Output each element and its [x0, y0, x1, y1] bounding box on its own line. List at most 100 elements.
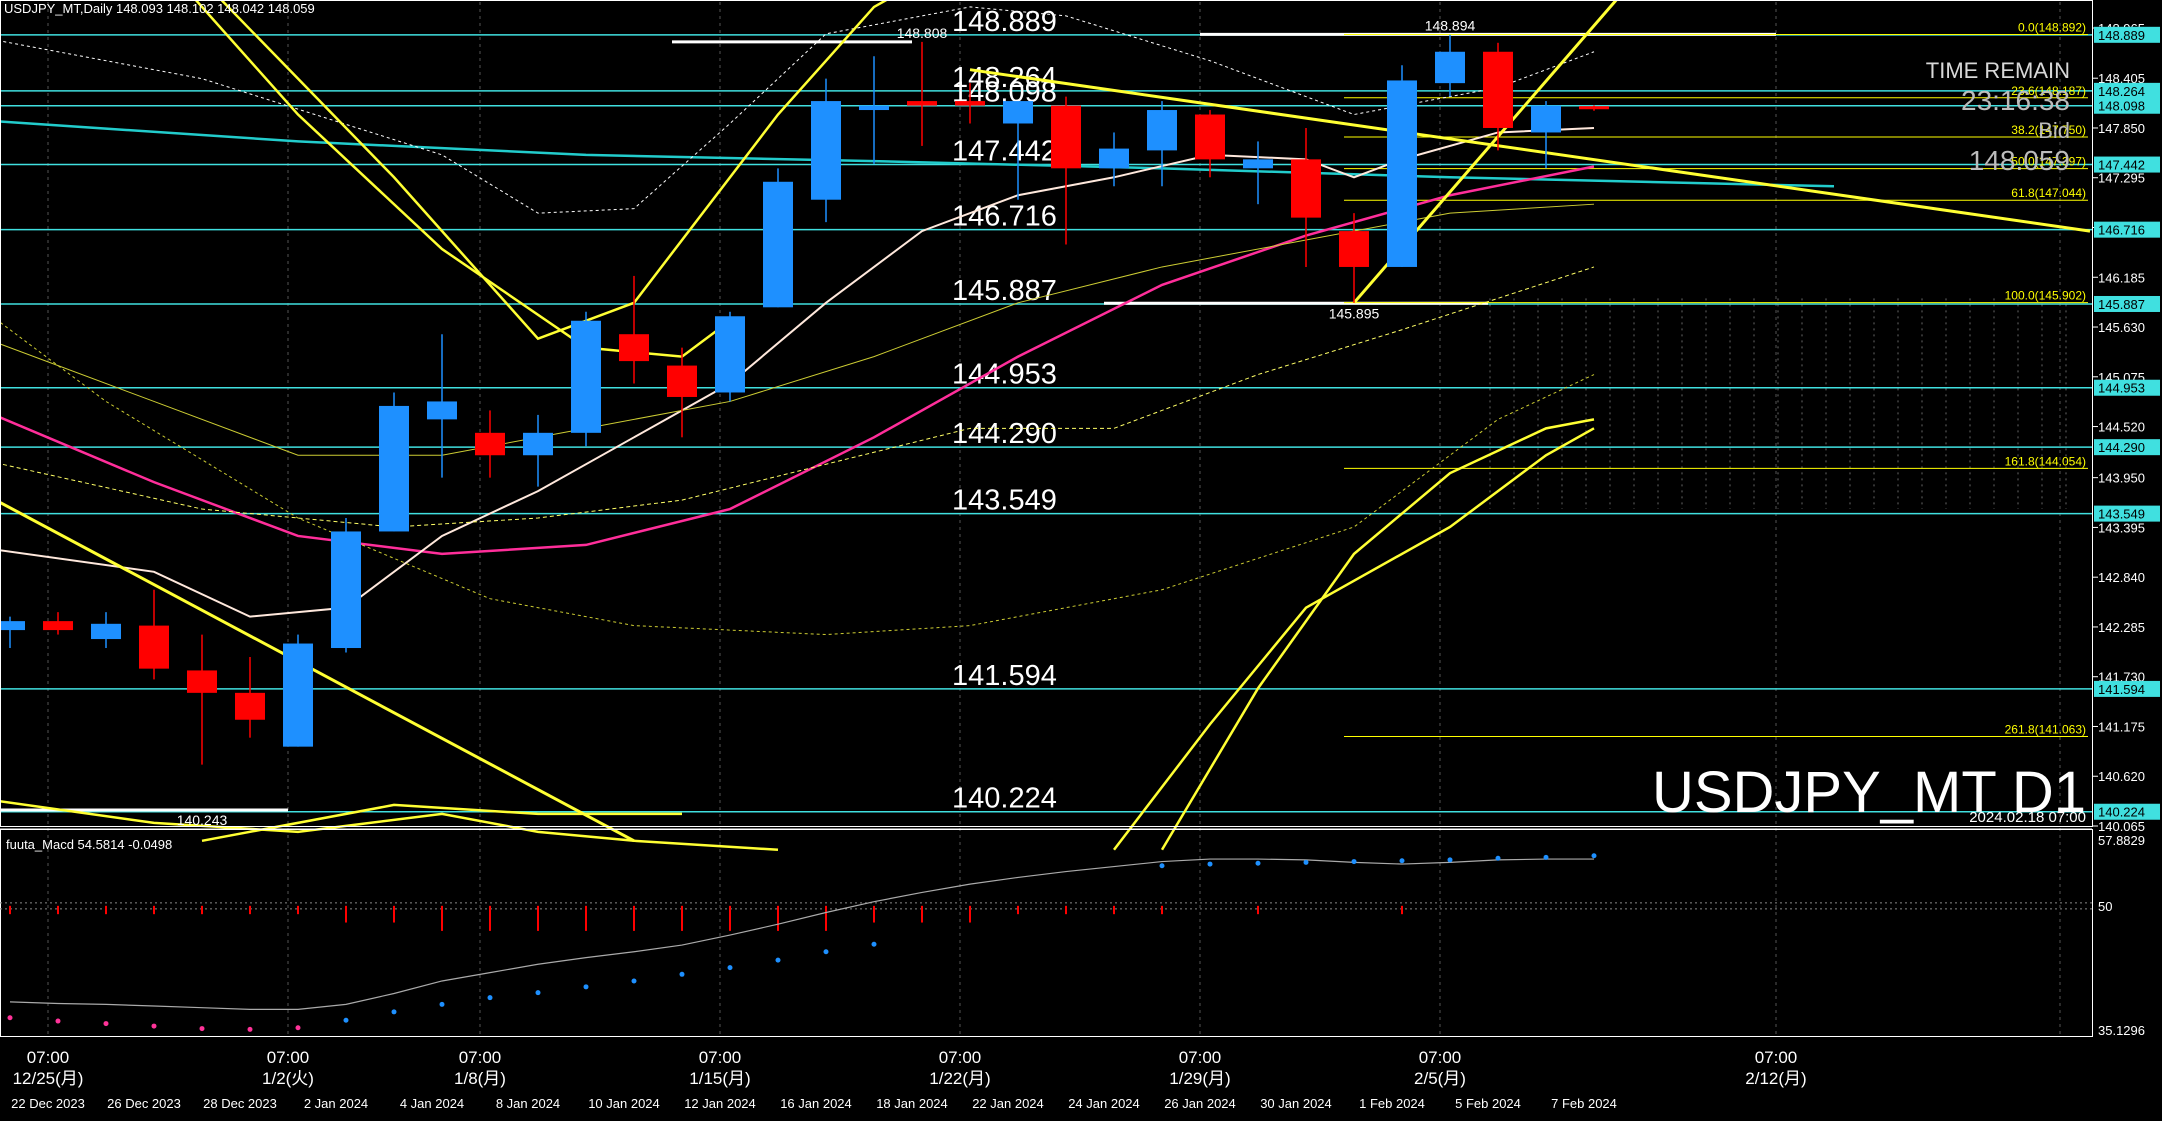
- candle-down: [1291, 159, 1321, 218]
- macd-dot: [631, 978, 637, 984]
- macd-dot: [7, 1015, 13, 1021]
- envelope-lower2: [201, 803, 682, 843]
- date-axis-label: 22 Jan 2024: [972, 1096, 1044, 1111]
- price-level-tag-label: 144.290: [2098, 440, 2145, 455]
- price-tick-label: 147.850: [2098, 121, 2145, 136]
- macd-dot: [679, 971, 685, 977]
- date-label: 2/12(月): [1745, 1069, 1806, 1088]
- date-axis-label: 30 Jan 2024: [1260, 1096, 1332, 1111]
- price-tick-label: 142.285: [2098, 620, 2145, 635]
- ma-white-line: [0, 126, 1595, 618]
- candle-up: [283, 643, 313, 747]
- date-axis-label: 18 Jan 2024: [876, 1096, 948, 1111]
- fib-label: 50.0(147.397): [2011, 155, 2086, 169]
- candle-up: [331, 531, 361, 649]
- candle-down: [619, 334, 649, 362]
- candle-down: [1483, 51, 1513, 128]
- candle-up: [859, 105, 889, 111]
- candle-down: [955, 101, 985, 106]
- date-axis-label: 5 Feb 2024: [1455, 1096, 1521, 1111]
- price-level-tag-label: 146.716: [2098, 223, 2145, 238]
- price-annotation: 148.894: [1425, 17, 1476, 33]
- price-level-tag: [2094, 156, 2160, 173]
- candle-down: [187, 670, 217, 693]
- candle-up: [715, 316, 745, 393]
- candle-up: [0, 621, 25, 631]
- macd-pane: 57.8829 50 35.1296: [0, 833, 2145, 1038]
- price-level-tag: [2094, 680, 2160, 697]
- price-tick-label: 144.520: [2098, 420, 2145, 435]
- price-level-tag-label: 141.594: [2098, 682, 2145, 697]
- price-axis: 148.965148.405147.850147.295146.740146.1…: [2092, 21, 2160, 834]
- date-label: 1/29(月): [1169, 1069, 1230, 1088]
- macd-dot: [199, 1026, 205, 1032]
- candle-down: [139, 625, 169, 669]
- price-tick-label: 142.840: [2098, 570, 2145, 585]
- price-level-tag: [2094, 505, 2160, 522]
- macd-label: fuuta_Macd 54.5814 -0.0498: [6, 837, 172, 852]
- symbol-watermark: USDJPY_MT D1: [1652, 760, 2086, 825]
- macd-dot: [1351, 859, 1357, 865]
- price-level-tag-label: 148.889: [2098, 28, 2145, 43]
- date-axis-label: 16 Jan 2024: [780, 1096, 852, 1111]
- candle-up: [1531, 105, 1561, 133]
- candle-down: [475, 432, 505, 456]
- time-label: 07:00: [27, 1048, 70, 1067]
- macd-dot: [775, 957, 781, 963]
- macd-dot: [55, 1018, 61, 1024]
- date-label: 2/5(月): [1414, 1069, 1466, 1088]
- macd-dot: [1303, 859, 1309, 865]
- level-label: 140.224: [952, 783, 1057, 815]
- candle-down: [1579, 106, 1609, 110]
- fib-label: 100.0(145.902): [2005, 289, 2086, 303]
- macd-dot: [1591, 853, 1597, 859]
- date-axis-label: 26 Jan 2024: [1164, 1096, 1236, 1111]
- time-remain-value: 23:16:38: [1961, 85, 2070, 116]
- macd-dot: [1207, 861, 1213, 867]
- price-tick-label: 146.185: [2098, 270, 2145, 285]
- macd-dot: [583, 984, 589, 990]
- time-label: 07:00: [1755, 1048, 1798, 1067]
- candle-down: [1195, 114, 1225, 160]
- candle-up: [1003, 101, 1033, 124]
- date-axis-label: 4 Jan 2024: [400, 1096, 464, 1111]
- date-label: 1/22(月): [929, 1069, 990, 1088]
- time-remain-label: TIME REMAIN: [1926, 58, 2070, 83]
- candle-up: [427, 401, 457, 420]
- macd-dot: [103, 1021, 109, 1027]
- fib-label: 23.6(148.187): [2011, 84, 2086, 98]
- price-level-tag: [2094, 379, 2160, 396]
- main-pane-frame: [0, 0, 2093, 827]
- date-label: 1/2(火): [262, 1069, 314, 1088]
- macd-dot: [247, 1026, 253, 1032]
- date-axis-label: 8 Jan 2024: [496, 1096, 560, 1111]
- fib-label: 0.0(148.892): [2018, 21, 2086, 35]
- fib-label: 61.8(147.044): [2011, 186, 2086, 200]
- ma-pink-line: [0, 165, 1595, 556]
- level-label: 141.594: [952, 660, 1057, 692]
- macd-dot: [439, 1001, 445, 1007]
- server-time: 2024.02.18 07:00: [1969, 809, 2086, 826]
- candles: [0, 34, 1609, 765]
- candle-down: [1339, 231, 1369, 267]
- price-level-tag-label: 148.098: [2098, 99, 2145, 114]
- candle-up: [523, 432, 553, 456]
- price-tick-label: 141.175: [2098, 719, 2145, 734]
- date-axis-label: 28 Dec 2023: [203, 1096, 277, 1111]
- price-tick-label: 143.950: [2098, 471, 2145, 486]
- macd-dot: [1159, 863, 1165, 869]
- macd-dot: [1495, 855, 1501, 861]
- candle-up: [91, 623, 121, 640]
- macd-signal-line: [9, 858, 1594, 1010]
- macd-dot: [1447, 857, 1453, 863]
- price-tick-label: 148.405: [2098, 71, 2145, 86]
- macd-dot: [391, 1009, 397, 1015]
- macd-dot: [487, 995, 493, 1001]
- price-tick-label: 145.630: [2098, 320, 2145, 335]
- date-axis-label: 24 Jan 2024: [1068, 1096, 1140, 1111]
- price-level-tag: [2094, 26, 2160, 43]
- macd-dot: [1255, 860, 1261, 866]
- date-label: 1/8(月): [454, 1069, 506, 1088]
- ma-dashed-line: [0, 266, 1595, 528]
